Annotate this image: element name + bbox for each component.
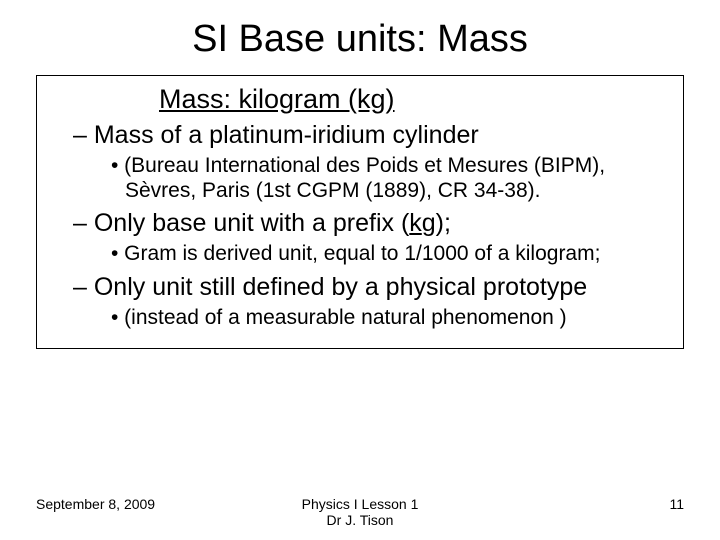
- footer-author: Dr J. Tison: [252, 512, 468, 528]
- bullet-level2: • (Bureau International des Poids et Mes…: [111, 154, 669, 204]
- bullet-text: – Only base unit with a prefix (: [73, 209, 409, 237]
- bullet-level2: • (instead of a measurable natural pheno…: [111, 306, 669, 331]
- footer-date: September 8, 2009: [36, 496, 252, 512]
- footer-course: Physics I Lesson 1: [252, 496, 468, 512]
- footer-page: 11: [468, 496, 684, 512]
- bullet-text: g);: [422, 209, 451, 237]
- bullet-level1: – Only unit still defined by a physical …: [73, 273, 669, 302]
- bullet-level2: • Gram is derived unit, equal to 1/1000 …: [111, 242, 669, 267]
- content-box: Mass: kilogram (kg) – Mass of a platinum…: [36, 75, 684, 349]
- slide: SI Base units: Mass Mass: kilogram (kg) …: [0, 0, 720, 540]
- subtitle: Mass: kilogram (kg): [159, 84, 669, 115]
- footer: September 8, 2009 Physics I Lesson 1 Dr …: [0, 496, 720, 528]
- slide-title: SI Base units: Mass: [36, 18, 684, 61]
- footer-center: Physics I Lesson 1 Dr J. Tison: [252, 496, 468, 528]
- bullet-level1: – Only base unit with a prefix (kg);: [73, 209, 669, 238]
- bullet-underline: k: [409, 209, 422, 237]
- bullet-level1: – Mass of a platinum-iridium cylinder: [73, 121, 669, 150]
